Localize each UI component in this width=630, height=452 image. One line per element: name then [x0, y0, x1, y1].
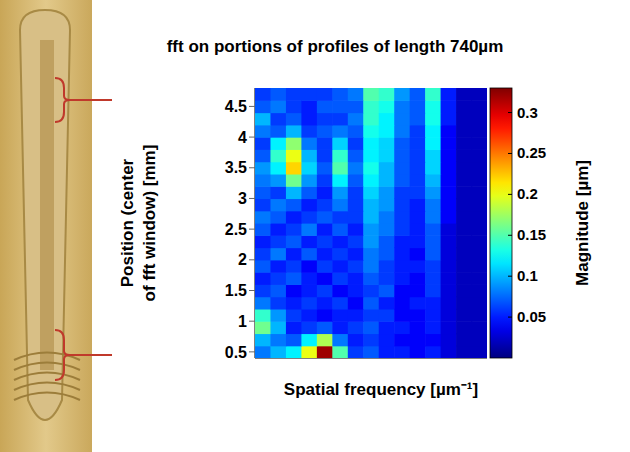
svg-text:4.5: 4.5	[225, 98, 247, 115]
svg-text:Position (center: Position (center	[118, 158, 137, 287]
svg-text:0.25: 0.25	[517, 144, 546, 161]
svg-text:0.5: 0.5	[225, 344, 247, 361]
svg-text:fft on portions of profiles of: fft on portions of profiles of length 74…	[167, 37, 504, 56]
svg-text:Magnitude [µm]: Magnitude [µm]	[573, 160, 592, 286]
svg-text:Spatial frequency [µm⁻¹]: Spatial frequency [µm⁻¹]	[284, 380, 478, 399]
svg-text:0.15: 0.15	[517, 226, 546, 243]
svg-text:2.5: 2.5	[225, 221, 247, 238]
svg-text:of fft window) [mm]: of fft window) [mm]	[140, 145, 159, 302]
svg-text:0.3: 0.3	[517, 104, 538, 121]
svg-text:3.5: 3.5	[225, 159, 247, 176]
svg-text:0.1: 0.1	[517, 267, 538, 284]
svg-text:1.5: 1.5	[225, 282, 247, 299]
svg-text:4: 4	[238, 129, 247, 146]
svg-text:1: 1	[238, 313, 247, 330]
svg-text:0.05: 0.05	[517, 308, 546, 325]
svg-text:2: 2	[238, 251, 247, 268]
svg-text:3: 3	[238, 190, 247, 207]
svg-text:0.2: 0.2	[517, 185, 538, 202]
